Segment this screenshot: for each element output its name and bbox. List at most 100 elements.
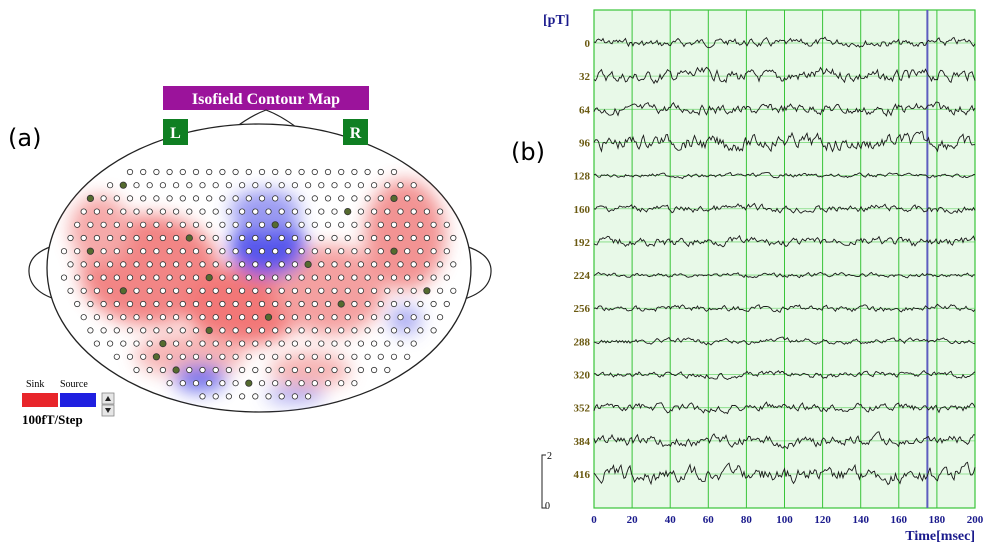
sensor-dot [93,287,101,294]
sensor-dot [113,353,120,360]
sensor-dot [146,287,153,294]
sensor-dot [212,234,219,242]
sensor-dot [338,274,345,281]
sensor-dot [133,340,140,347]
sensor-dot [291,261,298,268]
sensor-dot [344,182,351,189]
sensor-dot [430,300,437,308]
sensor-dot [357,340,364,347]
sensor-dot [423,234,430,242]
sensor-dot [278,340,285,347]
amplitude-scale-bar: 2 0 [541,451,552,512]
sensor-dot [430,327,437,334]
sensor-dot [436,261,444,268]
sensor-dot [252,182,259,189]
sensor-dot [436,287,444,294]
channel-offset-label: 192 [574,237,591,249]
sensor-dot [219,168,226,176]
sensor-dot [291,366,298,374]
sensor-dot [324,168,332,176]
channel-offset-label: 128 [574,171,591,183]
sensor-dot [192,300,200,308]
channel-offset-label: 256 [574,303,591,315]
sensor-dot [113,195,120,202]
sensor-dot [126,353,134,360]
sensor-array [60,168,457,400]
sensor-dot [258,300,266,308]
sensor-dot [245,300,252,308]
sensor-dot [298,274,305,281]
sensor-dot [397,208,404,215]
sensor-dot [271,221,279,229]
sensor-dot [245,248,252,255]
sensor-dot [212,314,219,321]
sensor-dot [206,195,213,202]
step-spinner[interactable] [101,392,115,417]
sensor-dot [298,168,305,176]
sensor-dot [232,248,239,255]
sensor-dot [107,287,114,294]
sensor-dot [311,274,318,281]
sensor-dot [239,287,246,294]
sensor-dot [272,380,279,387]
time-tick-labels: 0 20 40 60 80 100 120 140 160 180 200 [591,514,984,526]
sensor-dot [331,287,338,294]
sensor-dot [186,208,193,215]
sensor-dot [60,274,68,281]
sensor-dot [219,221,226,228]
sensor-dot [153,168,160,176]
sensor-dot [410,234,417,242]
sensor-dot [80,261,87,268]
sensor-dot [430,248,437,255]
sensor-dot [357,234,364,242]
sensor-dot [344,234,351,242]
sensor-dot [212,340,219,347]
sensor-dot [318,340,325,347]
right-marker: R [350,125,362,142]
sensor-dot [212,261,219,268]
sensor-dot [173,182,180,189]
sensor-dot [357,287,364,294]
sensor-dot [298,380,305,387]
sensor-dot [404,300,411,308]
sensor-dot [199,261,206,268]
sensor-dot [324,274,332,281]
sensor-dot [417,274,424,281]
sensor-dot [245,168,252,176]
sensor-dot [186,287,193,294]
sensor-dot [384,208,391,215]
sensor-dot [225,287,232,294]
sensor-dot [357,261,364,268]
sensor-dot [153,195,160,202]
sensor-dot [100,327,107,334]
sensor-dot [173,340,180,347]
sensor-dot [304,340,312,347]
sensor-dot [100,195,107,202]
sensor-dot [377,248,384,255]
sensor-dot [205,273,213,282]
sensor-dot [304,182,312,189]
sensor-dot [272,195,279,202]
sensor-dot [159,261,166,268]
sensor-dot [265,340,272,347]
sensor-dot [311,168,318,176]
sensor-dot [252,287,259,294]
sensor-dot [278,234,285,242]
sensor-dot [206,380,213,387]
sensor-dot [93,340,101,347]
channel-traces [593,36,976,486]
sensor-dot [311,221,318,228]
time-tick-label: 120 [814,514,831,526]
sensor-dot [245,379,253,387]
sensor-dot [239,340,246,347]
sensor-dot [140,353,147,360]
sensor-dot [126,248,134,255]
sensor-dot [206,221,213,228]
sensor-dot [119,181,127,189]
map-title-box [163,86,369,110]
sensor-dot [133,208,140,215]
sensor-dot [318,234,325,242]
sensor-dot [285,353,292,360]
channel-offset-label: 352 [574,403,591,415]
sensor-dot [185,234,193,242]
